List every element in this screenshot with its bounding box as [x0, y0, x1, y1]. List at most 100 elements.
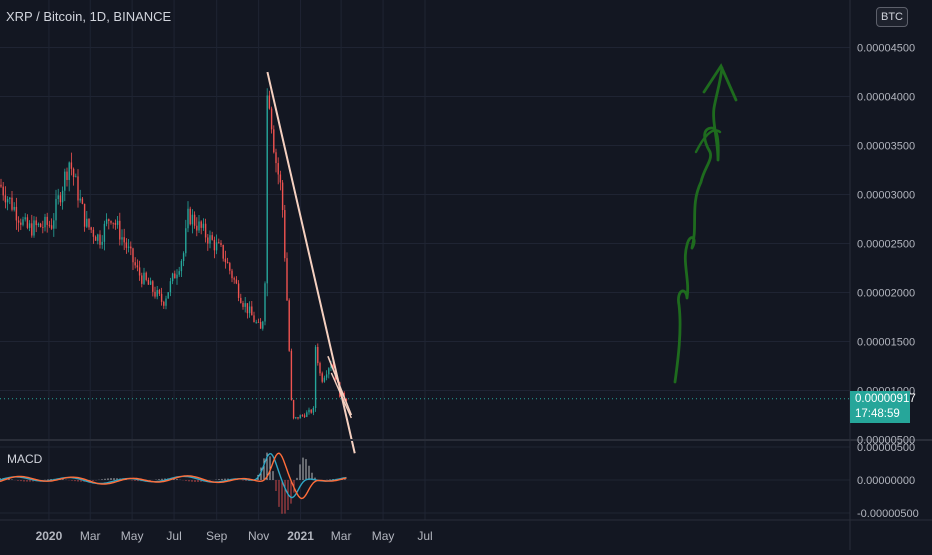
candle [328, 367, 330, 379]
candle [81, 196, 84, 205]
candle-body [92, 229, 95, 237]
candle [44, 213, 46, 232]
candle [290, 348, 293, 401]
candle [317, 343, 319, 366]
candle-body [328, 368, 330, 375]
candle [176, 269, 178, 285]
candle-body [255, 321, 257, 323]
macd-tick-label: 0.00000500 [857, 442, 915, 454]
candle-body [297, 417, 299, 419]
candle [165, 295, 167, 310]
currency-button[interactable]: BTC [876, 7, 908, 27]
candle-body [191, 214, 194, 225]
candle-body [209, 235, 211, 244]
candle-body [273, 129, 275, 153]
time-tick-label: Jul [417, 529, 432, 543]
candle [279, 170, 282, 191]
candle-body [222, 244, 224, 259]
candle [191, 209, 194, 234]
candle [46, 212, 48, 233]
macd-tick-label: -0.00000500 [857, 508, 919, 520]
candle-body [308, 409, 310, 413]
candle [53, 213, 55, 237]
candle [59, 191, 62, 207]
candle [75, 173, 77, 178]
candle-body [176, 274, 178, 279]
candle-body [152, 281, 154, 292]
candle-body [35, 220, 37, 226]
time-tick-label: May [121, 529, 144, 543]
candle-body [127, 246, 130, 248]
candle [4, 186, 7, 209]
candle [55, 189, 57, 229]
candle-body [215, 242, 218, 251]
candle [77, 169, 79, 208]
candle [321, 371, 323, 384]
candle [215, 234, 218, 255]
candle [209, 230, 211, 249]
candle [310, 408, 312, 414]
candle-body [303, 415, 306, 417]
candle [108, 218, 110, 230]
candle-body [224, 258, 227, 263]
candle [242, 300, 244, 310]
candle-body [156, 290, 158, 297]
candle-body [99, 234, 101, 245]
candle [233, 276, 235, 284]
candle-body [154, 291, 156, 297]
candle-body [53, 220, 55, 229]
candle [147, 277, 150, 285]
candle [72, 167, 75, 186]
candle [281, 180, 284, 218]
candle [24, 213, 26, 222]
candle [154, 286, 156, 299]
candle [295, 416, 297, 420]
candle [70, 152, 73, 176]
price-tick-label: 0.00000500 [857, 435, 915, 447]
candle-body [61, 190, 64, 203]
candle-body [235, 279, 238, 284]
candle [286, 252, 288, 302]
candle-body [290, 350, 293, 401]
candle [244, 297, 246, 313]
candle-body [330, 364, 332, 369]
candle [158, 288, 161, 297]
candle-body [134, 262, 136, 266]
candle [262, 320, 264, 331]
candle-body [244, 303, 246, 307]
candle-body [178, 271, 180, 275]
candle-body [11, 197, 13, 210]
candle [13, 202, 15, 212]
candle [149, 277, 152, 285]
candle-body [31, 223, 33, 236]
candle-body [79, 198, 81, 201]
candle-body [277, 163, 279, 175]
candle-body [97, 234, 99, 241]
candle-body [116, 220, 119, 225]
candle [218, 238, 220, 244]
candle [114, 219, 117, 230]
candle-body [202, 223, 205, 228]
candle-body [83, 203, 86, 227]
candle [156, 285, 158, 300]
candle-body [310, 409, 312, 413]
candle-body [57, 195, 59, 199]
candle [105, 213, 108, 227]
candle-body [198, 221, 200, 231]
candle [196, 217, 198, 237]
price-tick-label: 0.00003000 [857, 190, 915, 202]
candle [323, 375, 326, 383]
candle [270, 106, 273, 134]
candle [9, 196, 11, 205]
candle-body [81, 198, 84, 204]
candle-body [2, 186, 4, 196]
candle-body [130, 246, 132, 249]
price-tick-label: 0.00002500 [857, 239, 915, 251]
candle-body [163, 301, 165, 306]
candle [0, 178, 2, 188]
candle-body [70, 162, 73, 169]
drawn-arrow-shaft [673, 66, 724, 384]
price-axis-bg [850, 0, 932, 550]
